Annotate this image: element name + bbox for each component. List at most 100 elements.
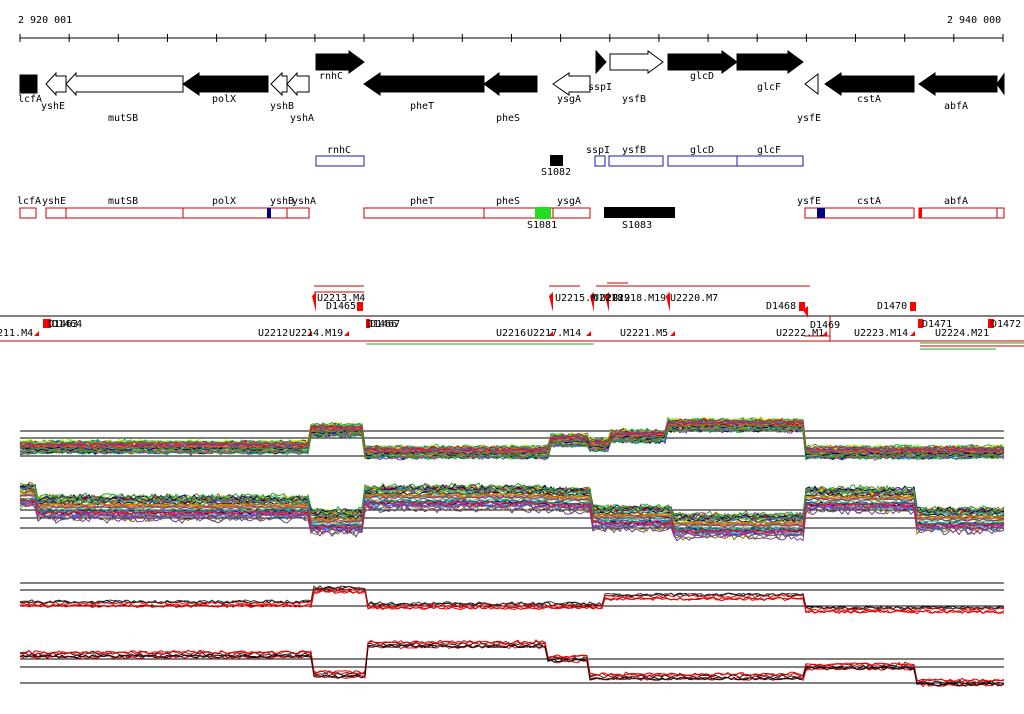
feature-marker-D1465[interactable] bbox=[357, 302, 363, 311]
gene-label-pheT: pheT bbox=[410, 101, 434, 112]
operon2-label-mutSB: mutSB bbox=[108, 196, 138, 207]
expression-panel-1 bbox=[19, 416, 1005, 461]
gene-arrow-pheS[interactable] bbox=[483, 72, 538, 96]
gene-arrow-sspI[interactable] bbox=[595, 49, 607, 75]
ruler-start-label: 2 920 001 bbox=[18, 15, 72, 26]
operon1-box-rnhC[interactable] bbox=[315, 155, 365, 167]
operon1-label-S1082: S1082 bbox=[541, 167, 571, 178]
gene-arrow-rnhC[interactable] bbox=[315, 50, 365, 74]
feature-label-U2223.M14: U2223.M14 bbox=[854, 328, 908, 339]
p1-trace bbox=[19, 418, 1005, 452]
gene-label-rnhC: rnhC bbox=[319, 71, 343, 82]
operon2-box-ysfE-cstA[interactable] bbox=[804, 207, 915, 219]
p2-trace bbox=[19, 490, 1005, 526]
operon2-box-lcfA[interactable] bbox=[19, 207, 37, 219]
gene-arrow-glcD[interactable] bbox=[667, 50, 738, 74]
p4-trace bbox=[19, 640, 1005, 684]
operon2-label-pheS: pheS bbox=[496, 196, 520, 207]
feature-label-U2213.M4: U2213.M4 bbox=[317, 293, 365, 304]
p2-trace bbox=[19, 482, 1005, 519]
feature-marker-D1468[interactable] bbox=[799, 302, 805, 311]
operon2-label-lcfA: lcfA bbox=[17, 196, 41, 207]
feature-marker-D1470[interactable] bbox=[910, 302, 916, 311]
operon2-label-yshA: yshA bbox=[292, 196, 316, 207]
gene-label-pheS: pheS bbox=[496, 113, 520, 124]
operon-track-2: lcfA yshE mutSB polX yshB yshA pheT pheS… bbox=[17, 196, 1005, 231]
feature-label-U2212: U2212 bbox=[258, 328, 288, 339]
feature-marker-D1471[interactable] bbox=[918, 319, 923, 328]
operon1-label-glcF: glcF bbox=[757, 145, 781, 156]
operon2-label-yshE: yshE bbox=[42, 196, 66, 207]
operon1-label-glcD: glcD bbox=[690, 145, 714, 156]
operon2-box-yshE-yshA[interactable] bbox=[45, 207, 310, 219]
operon2-block-S1081[interactable] bbox=[535, 207, 551, 219]
feature-marker-D1463[interactable] bbox=[43, 319, 51, 328]
operon2-box-pheT-ysgA[interactable] bbox=[363, 207, 591, 219]
gene-label-ysfE: ysfE bbox=[797, 113, 821, 124]
operon-track-1: rnhC S1082 sspI ysfB glcD glcF bbox=[315, 145, 804, 178]
expression-panel-2 bbox=[19, 481, 1005, 542]
gene-arrow-ysfE[interactable] bbox=[804, 72, 819, 96]
operon2-box-abfA[interactable] bbox=[918, 207, 1005, 219]
feature-label-D1471: D1471 bbox=[922, 319, 952, 330]
gene-label-polX: polX bbox=[212, 94, 236, 105]
p3-trace bbox=[19, 584, 1005, 611]
operon2-label-S1083: S1083 bbox=[622, 220, 652, 231]
p2-trace bbox=[19, 487, 1005, 522]
operon2-block-S1083[interactable] bbox=[604, 207, 675, 218]
gene-arrow-ysfB[interactable] bbox=[609, 50, 664, 74]
gene-arrow-mutSB[interactable] bbox=[65, 71, 184, 97]
p2-trace bbox=[19, 502, 1005, 541]
operon1-label-sspI: sspI bbox=[586, 145, 610, 156]
gene-track: lcfA yshE mutSB polX yshB yshA rnhC pheT… bbox=[18, 49, 1005, 124]
gene-arrow-abfA[interactable] bbox=[918, 72, 998, 96]
gene-label-sspI: sspI bbox=[588, 82, 612, 93]
gene-arrow-pheT[interactable] bbox=[363, 72, 485, 96]
feature-label-U2214.M19: U2214.M19 bbox=[289, 328, 343, 339]
operon1-box-sspI[interactable] bbox=[594, 155, 606, 167]
gene-arrow-edge bbox=[996, 72, 1005, 96]
feature-marker-D1472[interactable] bbox=[988, 319, 994, 328]
p3-trace bbox=[19, 586, 1005, 612]
p2-trace bbox=[19, 484, 1004, 522]
feature-label-D1467: D1467 bbox=[370, 319, 400, 330]
p3-trace bbox=[19, 589, 1005, 615]
feature-label-U2218.M19: U2218.M19 bbox=[612, 293, 666, 304]
feature-label-D1465: D1465 bbox=[326, 301, 356, 312]
gene-arrow-glcF[interactable] bbox=[736, 50, 804, 74]
operon1-box-glcD[interactable] bbox=[667, 155, 738, 167]
operon2-label-S1081: S1081 bbox=[527, 220, 557, 231]
p2-trace bbox=[19, 497, 1005, 532]
feature-marker-D1466[interactable] bbox=[366, 319, 370, 328]
operon2-label-ysfE: ysfE bbox=[797, 196, 821, 207]
operon1-block-S1082[interactable] bbox=[550, 155, 563, 166]
gene-arrow-lcfA[interactable] bbox=[19, 74, 38, 94]
operon2-label-pheT: pheT bbox=[410, 196, 434, 207]
p2-trace bbox=[19, 492, 1005, 527]
gene-label-yshA: yshA bbox=[290, 113, 314, 124]
gene-label-abfA: abfA bbox=[944, 101, 968, 112]
feature-label-U2217.M14: U2217.M14 bbox=[527, 328, 581, 339]
p2-trace bbox=[19, 483, 1005, 520]
expression-panel-3 bbox=[19, 582, 1005, 615]
expression-panel-4 bbox=[19, 639, 1005, 688]
gene-arrow-cstA[interactable] bbox=[824, 72, 915, 96]
feature-label-U2215.M: U2215.M bbox=[555, 293, 597, 304]
gene-arrow-yshB[interactable] bbox=[270, 71, 288, 97]
operon1-box-glcF[interactable] bbox=[736, 155, 804, 167]
operon1-box-ysfB[interactable] bbox=[608, 155, 664, 167]
feature-label-U2221.M5: U2221.M5 bbox=[620, 328, 668, 339]
p1-trace bbox=[19, 416, 1005, 450]
gene-arrow-polX[interactable] bbox=[182, 72, 269, 96]
operon2-label-cstA: cstA bbox=[857, 196, 881, 207]
gene-arrow-yshE[interactable] bbox=[45, 71, 67, 97]
gene-arrow-yshA[interactable] bbox=[286, 71, 310, 97]
operon2-marker-yshB bbox=[267, 208, 271, 218]
gene-arrow-ysgA[interactable] bbox=[552, 72, 591, 96]
operon2-marker-ysfE bbox=[817, 208, 825, 218]
gene-label-yshE: yshE bbox=[41, 101, 65, 112]
operon2-label-abfA: abfA bbox=[944, 196, 968, 207]
gene-label-glcD: glcD bbox=[690, 71, 714, 82]
p1-trace bbox=[19, 424, 1005, 457]
